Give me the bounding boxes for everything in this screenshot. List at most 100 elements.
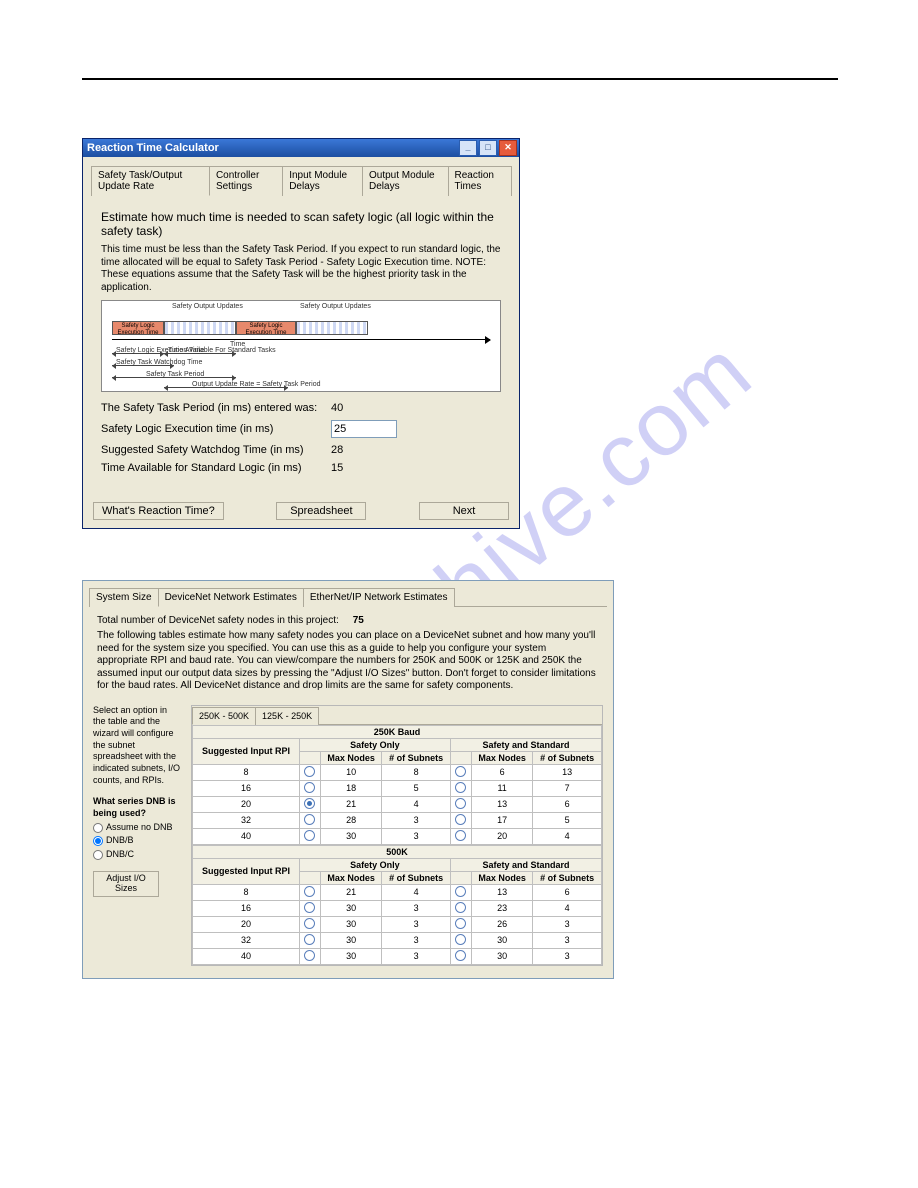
table-row: 32303303 [193, 932, 602, 948]
radio-cell[interactable] [299, 812, 320, 828]
row-std-logic: Time Available for Standard Logic (in ms… [101, 462, 501, 474]
header-rule [82, 78, 838, 80]
tab-input-delays[interactable]: Input Module Delays [282, 166, 363, 196]
radio-cell[interactable] [450, 932, 471, 948]
titlebar: Reaction Time Calculator _ □ ✕ [83, 139, 519, 157]
baud-table: 500KSuggested Input RPISafety OnlySafety… [192, 845, 602, 965]
radio-cell[interactable] [299, 932, 320, 948]
nodes-label: Total number of DeviceNet safety nodes i… [97, 615, 339, 626]
dim-output-label: Output Update Rate = Safety Task Period [192, 381, 320, 388]
nodes-value: 75 [353, 615, 364, 626]
col-rpi: Suggested Input RPI [193, 738, 300, 764]
radio-dnb-c[interactable] [93, 850, 103, 860]
dnb-option-c[interactable]: DNB/C [93, 849, 181, 861]
radio-cell[interactable] [299, 780, 320, 796]
radio-cell[interactable] [450, 884, 471, 900]
radio-cell[interactable] [450, 828, 471, 844]
diagram-seg-idle [164, 321, 236, 335]
row-exec-time: Safety Logic Execution time (in ms) [101, 420, 501, 438]
baud-tables: 250K - 500K 125K - 250K 250K BaudSuggest… [191, 705, 603, 966]
explanation-paragraph: The following tables estimate how many s… [83, 630, 613, 693]
next-button[interactable]: Next [419, 502, 509, 520]
radio-cell[interactable] [450, 764, 471, 780]
diagram-label: Safety Output Updates [172, 303, 243, 310]
table-title: 500K [193, 845, 602, 858]
close-button[interactable]: ✕ [499, 140, 517, 156]
minimize-button[interactable]: _ [459, 140, 477, 156]
row-value: 28 [331, 444, 343, 456]
window-title: Reaction Time Calculator [87, 142, 219, 154]
radio-cell[interactable] [450, 780, 471, 796]
radio-cell[interactable] [299, 900, 320, 916]
radio-cell[interactable] [299, 828, 320, 844]
adjust-io-sizes-button[interactable]: Adjust I/O Sizes [93, 871, 159, 897]
radio-cell[interactable] [450, 796, 471, 812]
baud-table: 250K BaudSuggested Input RPISafety OnlyS… [192, 725, 602, 845]
radio-cell[interactable] [299, 948, 320, 964]
tab-devicenet-estimates[interactable]: DeviceNet Network Estimates [158, 588, 304, 607]
radio-cell[interactable] [450, 916, 471, 932]
spreadsheet-button[interactable]: Spreadsheet [276, 502, 366, 520]
row-value: 40 [331, 402, 343, 414]
diagram-label: Safety Output Updates [300, 303, 371, 310]
dim-watchdog-label: Safety Task Watchdog Time [116, 359, 202, 366]
col-both: Safety and Standard [450, 858, 601, 871]
radio-cell[interactable] [299, 764, 320, 780]
whats-reaction-time-button[interactable]: What's Reaction Time? [93, 502, 224, 520]
tab-system-size[interactable]: System Size [89, 588, 159, 607]
col-both: Safety and Standard [450, 738, 601, 751]
row-label: Time Available for Standard Logic (in ms… [101, 462, 331, 474]
dnb-option-none[interactable]: Assume no DNB [93, 822, 181, 834]
table-row: 8214136 [193, 884, 602, 900]
table-row: 16185117 [193, 780, 602, 796]
table-row: 20214136 [193, 796, 602, 812]
radio-cell[interactable] [299, 796, 320, 812]
devicenet-estimates-panel: System Size DeviceNet Network Estimates … [82, 580, 614, 979]
radio-cell[interactable] [299, 884, 320, 900]
tab-reaction-times[interactable]: Reaction Times [448, 166, 513, 196]
table-row: 32283175 [193, 812, 602, 828]
dnb-option-b[interactable]: DNB/B [93, 835, 181, 847]
diagram-seg-exec: Safety Logic Execution Time [112, 321, 164, 335]
diagram-seg-idle [296, 321, 368, 335]
timing-diagram: Safety Output Updates Safety Output Upda… [101, 300, 501, 392]
radio-assume-no-dnb[interactable] [93, 823, 103, 833]
row-watchdog: Suggested Safety Watchdog Time (in ms) 2… [101, 444, 501, 456]
tab-safety-task[interactable]: Safety Task/Output Update Rate [91, 166, 210, 196]
exec-time-input[interactable] [331, 420, 397, 438]
maximize-button[interactable]: □ [479, 140, 497, 156]
dnb-question: What series DNB is being used? [93, 796, 176, 818]
tab-output-delays[interactable]: Output Module Delays [362, 166, 449, 196]
reaction-time-calculator-window: Reaction Time Calculator _ □ ✕ Safety Ta… [82, 138, 520, 529]
dim-period-label: Safety Task Period [146, 371, 204, 378]
radio-cell[interactable] [299, 916, 320, 932]
panel-paragraph: This time must be less than the Safety T… [101, 244, 501, 294]
radio-cell[interactable] [450, 900, 471, 916]
table-row: 40303204 [193, 828, 602, 844]
side-column: Select an option in the table and the wi… [93, 705, 181, 966]
row-task-period: The Safety Task Period (in ms) entered w… [101, 402, 501, 414]
diagram-seg-exec: Safety Logic Execution Time [236, 321, 296, 335]
col-safety: Safety Only [299, 738, 450, 751]
panel-heading: Estimate how much time is needed to scan… [101, 210, 501, 238]
row-label: The Safety Task Period (in ms) entered w… [101, 402, 331, 414]
button-bar: What's Reaction Time? Spreadsheet Next [83, 496, 519, 528]
row-label: Safety Logic Execution time (in ms) [101, 423, 331, 435]
table-row: 20303263 [193, 916, 602, 932]
tab-controller-settings[interactable]: Controller Settings [209, 166, 283, 196]
row-label: Suggested Safety Watchdog Time (in ms) [101, 444, 331, 456]
row-value: 15 [331, 462, 343, 474]
radio-cell[interactable] [450, 948, 471, 964]
network-tabs: System Size DeviceNet Network Estimates … [89, 587, 607, 607]
col-safety: Safety Only [299, 858, 450, 871]
radio-dnb-b[interactable] [93, 836, 103, 846]
tab-ethernet-estimates[interactable]: EtherNet/IP Network Estimates [303, 588, 455, 607]
baud-subtabs: 250K - 500K 125K - 250K [192, 706, 602, 725]
subtab-125-250[interactable]: 125K - 250K [255, 707, 319, 725]
col-rpi: Suggested Input RPI [193, 858, 300, 884]
subtab-250-500[interactable]: 250K - 500K [192, 707, 256, 725]
radio-cell[interactable] [450, 812, 471, 828]
nodes-summary: Total number of DeviceNet safety nodes i… [83, 607, 613, 630]
main-tabs: Safety Task/Output Update Rate Controlle… [91, 165, 511, 196]
table-row: 16303234 [193, 900, 602, 916]
